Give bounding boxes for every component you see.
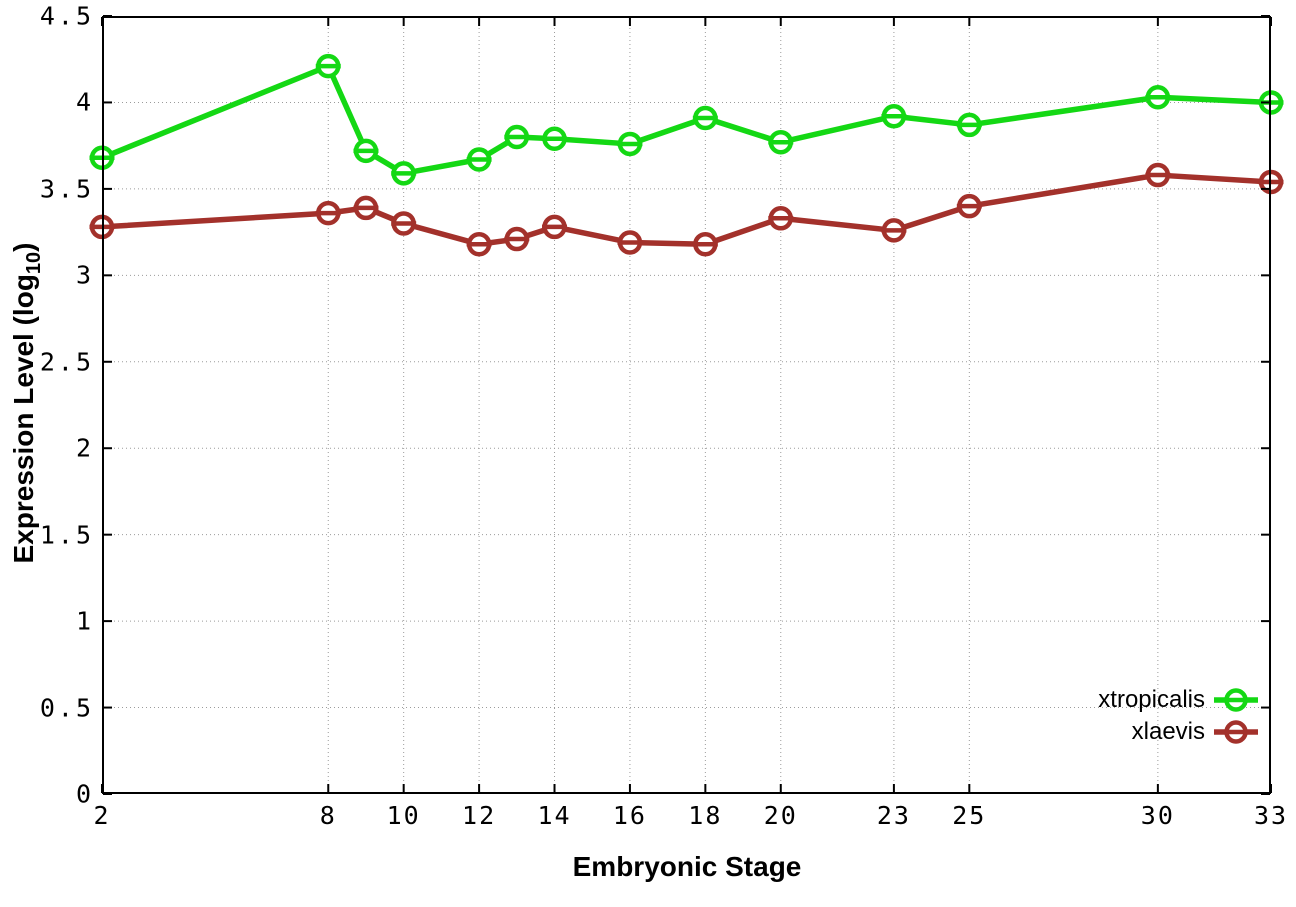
y-tick-label: 2.5 [39,347,94,377]
x-tick-label: 10 [386,801,421,830]
y-axis-title: Expression Level (log10) [8,243,46,564]
y-tick-label: 0 [75,779,94,809]
y-tick-label: 3.5 [39,174,94,204]
legend-item-xlaevis: xlaevis [1132,718,1258,746]
series-line-xlaevis [101,172,1272,247]
x-tick-label: 18 [688,801,723,830]
x-tick-label: 14 [537,801,572,830]
x-tick-label: 2 [93,801,111,830]
x-tick-label: 30 [1140,801,1175,830]
y-tick-label: 1 [75,606,94,636]
x-tick-label: 33 [1253,801,1289,830]
y-tick-label: 4 [75,87,94,117]
x-tick-label: 20 [763,801,798,830]
y-tick-label: 1.5 [39,520,94,550]
x-tick-label: 25 [952,801,987,830]
y-tick-label: 4.5 [39,1,94,31]
y-tick-label: 2 [75,433,94,463]
x-tick-label: 8 [319,801,337,830]
plot-border [102,16,1271,794]
plot-area [89,15,1284,795]
legend: xtropicalis xlaevis [1098,686,1258,746]
legend-label-xtropicalis: xtropicalis [1098,686,1205,713]
series-line-xtropicalis [100,63,1272,177]
legend-label-xlaevis: xlaevis [1131,718,1205,745]
x-tick-label: 16 [612,801,647,830]
legend-marker-xlaevis [1214,720,1258,744]
legend-marker-xtropicalis [1214,688,1258,712]
x-tick-label: 23 [876,801,911,830]
y-tick-label: 0.5 [39,693,94,723]
x-tick-label: 12 [462,801,497,830]
legend-item-xtropicalis: xtropicalis [1098,686,1258,714]
x-axis-title: Embryonic Stage [572,851,802,882]
y-axis-title-prefix: Expression Level (log [8,274,40,564]
y-axis-title-subscript: 10 [22,251,45,275]
y-axis-title-suffix: ) [8,242,40,252]
y-tick-label: 3 [75,260,94,290]
